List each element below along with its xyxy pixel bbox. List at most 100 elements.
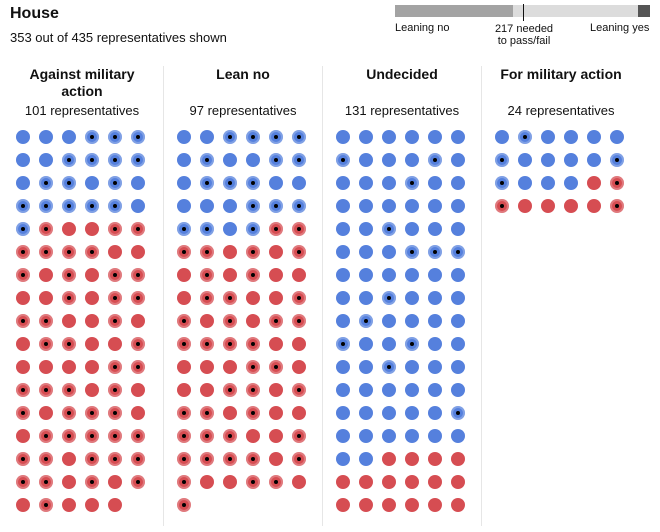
red-representative-dot-marked: [177, 337, 191, 351]
column-for: For military action 24 representatives: [481, 66, 640, 526]
blue-representative-dot: [359, 222, 373, 236]
blue-representative-dot: [382, 429, 396, 443]
red-representative-dot-marked: [246, 360, 260, 374]
red-representative-dot: [405, 452, 419, 466]
blue-representative-dot: [495, 130, 509, 144]
blue-representative-dot-marked: [610, 153, 624, 167]
leaning-yes-bar: [638, 5, 650, 17]
blue-representative-dot: [85, 176, 99, 190]
blue-representative-dot: [451, 337, 465, 351]
blue-representative-dot: [610, 130, 624, 144]
blue-representative-dot-marked: [223, 176, 237, 190]
red-representative-dot-marked: [108, 314, 122, 328]
blue-representative-dot: [336, 452, 350, 466]
blue-representative-dot: [359, 245, 373, 259]
blue-representative-dot: [451, 176, 465, 190]
blue-representative-dot-marked: [131, 153, 145, 167]
red-representative-dot: [269, 429, 283, 443]
blue-representative-dot: [382, 337, 396, 351]
red-representative-dot-marked: [39, 222, 53, 236]
red-representative-dot-marked: [62, 291, 76, 305]
red-representative-dot-marked: [16, 475, 30, 489]
blue-representative-dot: [336, 406, 350, 420]
red-representative-dot: [336, 475, 350, 489]
blue-representative-dot: [359, 199, 373, 213]
blue-representative-dot: [451, 153, 465, 167]
blue-representative-dot-marked: [269, 153, 283, 167]
blue-representative-dot: [359, 337, 373, 351]
red-representative-dot: [177, 360, 191, 374]
red-representative-dot-marked: [223, 383, 237, 397]
column-against: Against military action 101 representati…: [3, 66, 161, 526]
blue-representative-dot-marked: [518, 130, 532, 144]
blue-representative-dot: [451, 360, 465, 374]
blue-representative-dot: [223, 199, 237, 213]
blue-representative-dot: [405, 406, 419, 420]
blue-representative-dot: [428, 222, 442, 236]
red-representative-dot-marked: [131, 291, 145, 305]
red-representative-dot-marked: [108, 429, 122, 443]
red-representative-dot: [39, 360, 53, 374]
blue-representative-dot: [16, 153, 30, 167]
red-representative-dot-marked: [177, 452, 191, 466]
red-representative-dot: [541, 199, 555, 213]
red-representative-dot-marked: [108, 291, 122, 305]
red-representative-dot-marked: [200, 245, 214, 259]
red-representative-dot-marked: [85, 245, 99, 259]
red-representative-dot: [108, 337, 122, 351]
red-representative-dot-marked: [85, 429, 99, 443]
blue-representative-dot-marked: [292, 199, 306, 213]
red-representative-dot: [177, 383, 191, 397]
red-representative-dot: [16, 498, 30, 512]
blue-representative-dot-marked: [428, 245, 442, 259]
red-representative-dot: [62, 314, 76, 328]
blue-representative-dot: [428, 360, 442, 374]
blue-representative-dot-marked: [85, 199, 99, 213]
red-representative-dot: [131, 383, 145, 397]
blue-representative-dot-marked: [16, 222, 30, 236]
leaning-yes-label: Leaning yes: [590, 22, 650, 34]
red-representative-dot-marked: [223, 452, 237, 466]
blue-representative-dot: [359, 383, 373, 397]
red-representative-dot-marked: [39, 429, 53, 443]
blue-representative-dot: [200, 130, 214, 144]
red-representative-dot-marked: [246, 383, 260, 397]
column-count: 97 representatives: [189, 103, 297, 118]
red-representative-dot: [223, 406, 237, 420]
blue-representative-dot: [428, 406, 442, 420]
leaning-no-label: Leaning no: [395, 22, 450, 34]
red-representative-dot: [269, 337, 283, 351]
blue-representative-dot-marked: [16, 199, 30, 213]
red-representative-dot: [16, 291, 30, 305]
red-representative-dot: [564, 199, 578, 213]
red-representative-dot: [587, 176, 601, 190]
blue-representative-dot: [39, 153, 53, 167]
blue-representative-dot: [382, 176, 396, 190]
blue-representative-dot: [518, 176, 532, 190]
blue-representative-dot: [382, 383, 396, 397]
blue-representative-dot: [336, 130, 350, 144]
blue-representative-dot: [405, 360, 419, 374]
red-representative-dot: [85, 268, 99, 282]
red-representative-dot: [292, 475, 306, 489]
blue-representative-dot: [382, 268, 396, 282]
blue-representative-dot: [564, 130, 578, 144]
blue-representative-dot: [336, 429, 350, 443]
blue-representative-dot: [451, 429, 465, 443]
blue-representative-dot: [359, 429, 373, 443]
blue-representative-dot: [451, 130, 465, 144]
blue-representative-dot: [428, 268, 442, 282]
red-representative-dot-marked: [62, 337, 76, 351]
blue-representative-dot: [451, 268, 465, 282]
blue-representative-dot: [336, 176, 350, 190]
blue-representative-dot: [541, 153, 555, 167]
column-undecided: Undecided 131 representatives: [322, 66, 481, 526]
red-representative-dot-marked: [610, 199, 624, 213]
blue-representative-dot: [451, 199, 465, 213]
blue-representative-dot-marked: [405, 176, 419, 190]
red-representative-dot-marked: [246, 406, 260, 420]
blue-representative-dot-marked: [200, 176, 214, 190]
red-representative-dot-marked: [292, 222, 306, 236]
red-representative-dot: [405, 498, 419, 512]
blue-representative-dot-marked: [108, 199, 122, 213]
